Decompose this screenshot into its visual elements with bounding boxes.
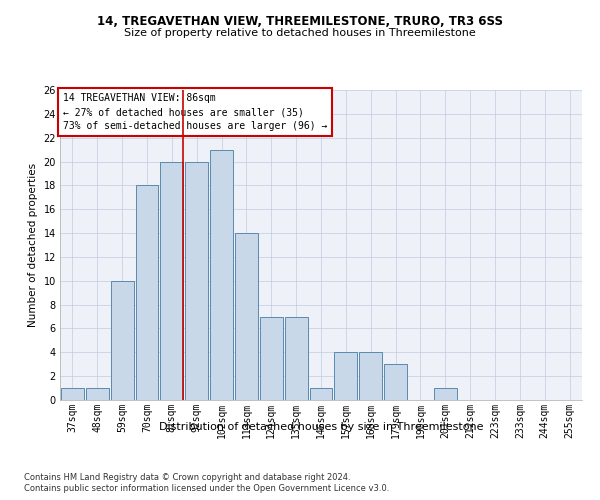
Text: 14 TREGAVETHAN VIEW: 86sqm
← 27% of detached houses are smaller (35)
73% of semi: 14 TREGAVETHAN VIEW: 86sqm ← 27% of deta… (62, 93, 327, 131)
Bar (434, 388, 457, 400)
Bar (61, 388, 84, 400)
Text: Distribution of detached houses by size in Threemilestone: Distribution of detached houses by size … (159, 422, 483, 432)
Bar (334, 352, 357, 400)
Text: Contains HM Land Registry data © Crown copyright and database right 2024.: Contains HM Land Registry data © Crown c… (24, 472, 350, 482)
Bar (384, 364, 407, 400)
Bar (136, 186, 158, 400)
Text: Size of property relative to detached houses in Threemilestone: Size of property relative to detached ho… (124, 28, 476, 38)
Bar (285, 316, 308, 400)
Text: 14, TREGAVETHAN VIEW, THREEMILESTONE, TRURO, TR3 6SS: 14, TREGAVETHAN VIEW, THREEMILESTONE, TR… (97, 15, 503, 28)
Bar (235, 233, 258, 400)
Bar (185, 162, 208, 400)
Bar (210, 150, 233, 400)
Bar (86, 388, 109, 400)
Bar (160, 162, 183, 400)
Bar (359, 352, 382, 400)
Y-axis label: Number of detached properties: Number of detached properties (28, 163, 38, 327)
Bar (310, 388, 332, 400)
Bar (260, 316, 283, 400)
Bar (111, 281, 134, 400)
Text: Contains public sector information licensed under the Open Government Licence v3: Contains public sector information licen… (24, 484, 389, 493)
